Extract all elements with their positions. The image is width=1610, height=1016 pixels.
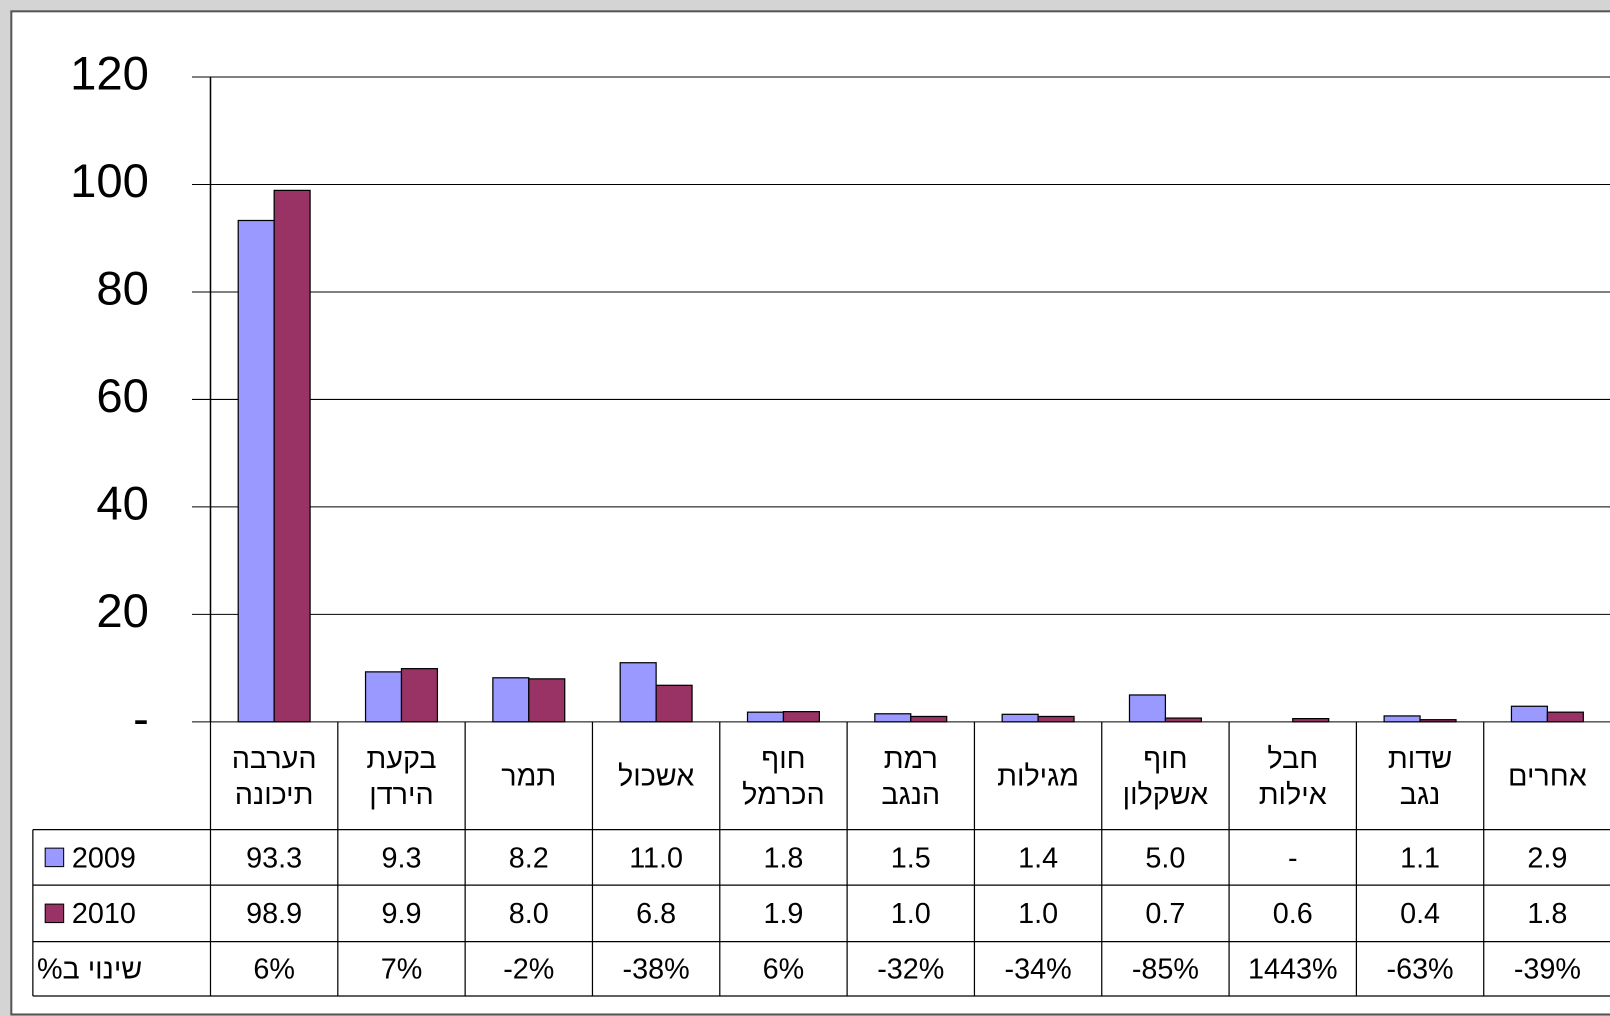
category-label: מגילות [997, 759, 1080, 792]
y-tick-label: - [133, 692, 149, 745]
table-value: 2.9 [1527, 841, 1568, 874]
bar [1292, 718, 1330, 723]
bar [1001, 713, 1039, 723]
y-tick-label: 40 [96, 477, 149, 530]
y-tick-label: 60 [96, 370, 149, 423]
bar [1510, 705, 1549, 723]
y-tick-label: 100 [70, 155, 149, 208]
table-value: 0.4 [1400, 897, 1441, 930]
bar [237, 219, 275, 723]
category-label: הערבה תיכונה [231, 741, 317, 810]
table-value: 1.0 [890, 897, 931, 930]
table-value: 1.1 [1400, 841, 1441, 874]
table-value: 1.4 [1018, 841, 1059, 874]
change-value: 6% [253, 952, 295, 985]
table-value: 1.0 [1018, 897, 1059, 930]
bar [1383, 715, 1421, 723]
change-value: -63% [1386, 952, 1454, 985]
change-value: -38% [622, 952, 690, 985]
table-value: - [1287, 841, 1298, 874]
category-label: אחרים [1508, 759, 1587, 792]
table-value: 8.2 [508, 841, 549, 874]
change-row-label: שינוי ב% [36, 952, 143, 985]
change-value: -32% [877, 952, 945, 985]
bar [782, 711, 821, 723]
table-value: 9.9 [381, 897, 422, 930]
change-value: 1443% [1247, 952, 1338, 985]
table-value: 1.5 [890, 841, 931, 874]
y-tick-label: 20 [96, 585, 149, 638]
bar [655, 684, 693, 723]
table-value: 1.8 [763, 841, 804, 874]
bar [1037, 715, 1075, 723]
table-value: 1.9 [763, 897, 804, 930]
table-value: 11.0 [629, 841, 684, 874]
bar [528, 678, 566, 723]
category-label: חוף הכרמל [742, 741, 825, 810]
bar [273, 189, 311, 723]
change-value: 6% [762, 952, 805, 985]
category-label: אשכול [617, 759, 695, 792]
bar [1419, 719, 1457, 723]
bar [746, 711, 785, 723]
table-value: 0.6 [1272, 897, 1313, 930]
table-value: 9.3 [381, 841, 422, 874]
bar [1128, 694, 1167, 723]
table-value: 6.8 [636, 897, 677, 930]
table-value: 1.8 [1527, 897, 1568, 930]
bar [1546, 711, 1584, 723]
category-label: תמר [501, 759, 557, 792]
change-value: -2% [503, 952, 555, 985]
bar [400, 668, 439, 723]
bar [874, 713, 912, 723]
category-label: שדות נגב [1387, 741, 1453, 810]
category-label: רמת הנגב [881, 741, 941, 810]
table-value: 0.7 [1145, 897, 1186, 930]
category-label: בקעת הירדן [366, 741, 437, 810]
bar [492, 677, 530, 723]
bar [910, 715, 948, 723]
legend-swatch [44, 903, 65, 924]
table-value: 5.0 [1145, 841, 1186, 874]
category-label: חוף אשקלון [1122, 741, 1209, 810]
table-value: 93.3 [246, 841, 303, 874]
y-tick-label: 120 [70, 47, 149, 100]
change-value: -34% [1004, 952, 1072, 985]
table-value: 98.9 [246, 897, 303, 930]
legend-label: 2010 [71, 897, 136, 930]
bar [364, 671, 403, 723]
change-value: 7% [380, 952, 423, 985]
category-label: חבל אילות [1258, 741, 1327, 810]
bar [619, 662, 657, 723]
change-value: -39% [1513, 952, 1581, 985]
legend-swatch [44, 847, 65, 868]
change-value: -85% [1131, 952, 1199, 985]
legend-label: 2009 [71, 841, 136, 874]
bar [1164, 717, 1202, 723]
table-value: 8.0 [508, 897, 549, 930]
y-tick-label: 80 [96, 262, 149, 315]
